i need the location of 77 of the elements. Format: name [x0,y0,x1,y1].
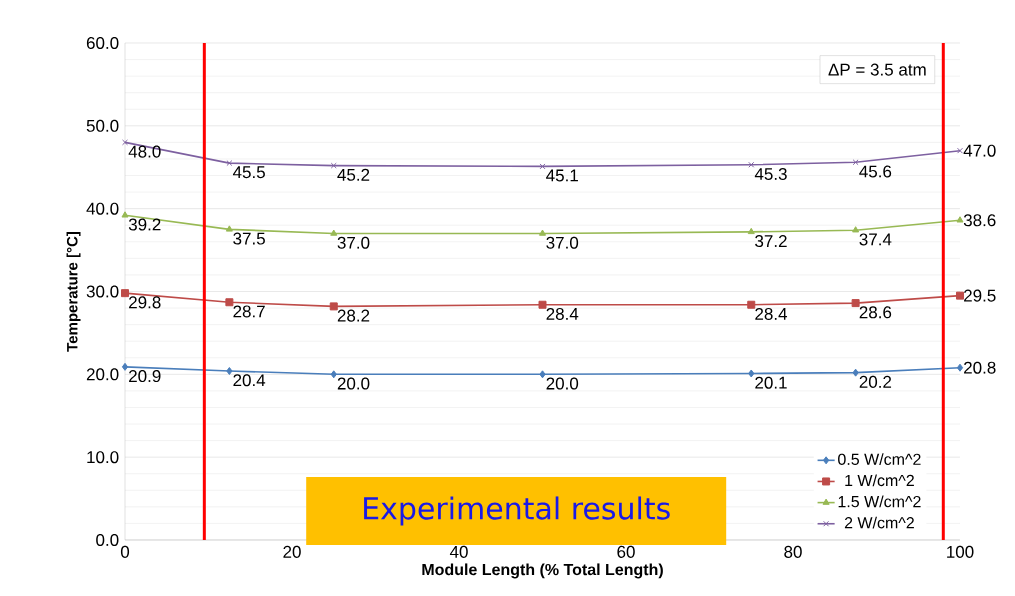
data-label: 37.4 [859,233,892,246]
y-tick-label: 40.0 [86,202,119,215]
data-label: 38.6 [963,214,996,227]
point [851,299,860,308]
point [957,147,963,154]
x-tick-label: 0 [120,545,130,558]
data-label: 20.2 [859,375,892,388]
point [538,300,547,309]
point [226,367,233,376]
data-label: 20.8 [964,361,996,374]
data-label: 37.0 [546,236,579,249]
point [748,369,755,378]
point [956,291,964,300]
data-label: 37.5 [233,232,265,245]
point [956,216,964,223]
point [538,229,547,236]
point [956,363,964,372]
legend-label: 1 W/cm^2 [845,474,914,487]
legend-label: 0.5 W/cm^2 [838,453,921,465]
point [747,300,756,309]
point [121,362,129,371]
data-label: 45.3 [754,167,787,180]
data-label: 20.0 [337,377,370,390]
point [539,370,546,379]
data-label: 37.0 [337,236,370,249]
point [330,162,337,169]
point [121,211,129,218]
point [748,161,755,168]
x-tick-label: 20 [283,545,301,558]
y-tick-label: 50.0 [86,119,119,132]
data-label: 45.2 [337,168,370,181]
y-tick-label: 30.0 [86,285,119,298]
point [852,368,859,377]
y-tick-label: 0.0 [96,533,119,547]
x-axis-title: Module Length (% Total Length) [422,563,663,579]
point [122,139,128,146]
legend-label: 2 W/cm^2 [844,516,914,529]
point [852,226,860,233]
point [852,159,859,166]
data-label: 20.1 [755,376,787,389]
point [330,229,338,236]
data-label: 28.7 [233,305,265,318]
point [747,227,755,235]
point [225,225,233,232]
data-label: 29.8 [129,296,161,309]
data-label: 28.4 [755,307,788,320]
data-label: 47.0 [963,144,996,157]
point [121,289,130,298]
data-label: 20.9 [129,370,161,383]
y-axis-title: Temperature [°C] [66,231,81,352]
data-label: 39.2 [128,218,161,231]
x-tick-label: 80 [784,545,802,558]
y-tick-label: 60.0 [86,36,119,50]
point [226,160,233,167]
data-label: 28.6 [859,306,892,319]
point [330,370,337,379]
data-label: 28.4 [546,307,579,320]
data-label: 28.2 [337,309,370,322]
y-tick-label: 10.0 [87,451,119,464]
data-label: 45.5 [232,166,265,179]
x-tick-label: 100 [947,545,974,558]
data-label: 29.5 [964,289,996,302]
legend-label: 1.5 W/cm^2 [838,495,921,508]
annotation: Experimental results [364,496,670,526]
data-label: 20.0 [546,377,579,390]
point [539,163,546,170]
point [225,298,234,307]
annotation: ΔP = 3.5 atm [828,63,926,76]
data-label: 48.0 [128,145,161,158]
data-label: 45.1 [546,169,578,182]
x-tick-label: 40 [449,545,468,558]
data-label: 37.2 [755,235,787,248]
point [329,302,338,311]
data-label: 45.6 [859,165,892,178]
data-label: 20.4 [233,374,266,387]
y-tick-label: 20.0 [86,368,119,381]
x-tick-label: 60 [617,545,635,558]
